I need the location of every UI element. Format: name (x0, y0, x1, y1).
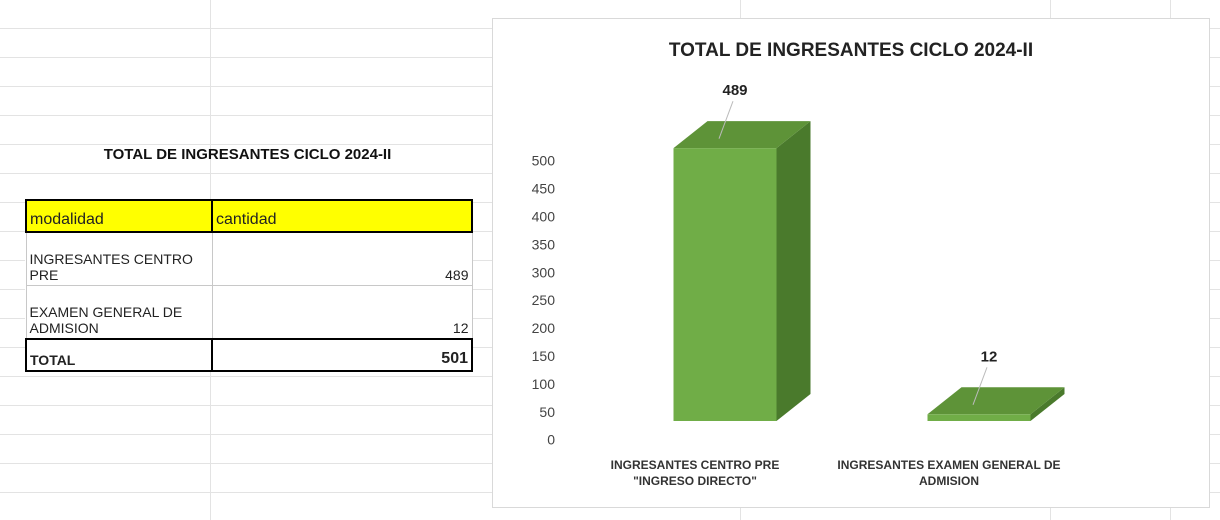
total-row: TOTAL 501 (25, 338, 473, 372)
data-table: modalidad cantidad INGRESANTES CENTRO PR… (25, 199, 473, 372)
y-tick-label: 0 (547, 432, 555, 448)
row: INGRESANTES CENTRO PRE 489 (25, 231, 473, 286)
bar (927, 414, 1031, 421)
y-tick-label: 100 (532, 376, 556, 392)
y-tick-label: 200 (532, 320, 556, 336)
cell: 12 (211, 285, 473, 340)
bar-top (927, 387, 1065, 415)
x-tick-label: INGRESANTES EXAMEN GENERAL DE ADMISION (837, 458, 1061, 488)
data-label: 12 (981, 348, 998, 365)
y-tick-label: 350 (532, 236, 556, 252)
table-title: TOTAL DE INGRESANTES CICLO 2024-II (103, 146, 392, 163)
data-label: 489 (722, 82, 747, 99)
y-tick-label: 50 (539, 404, 555, 420)
header-cell: cantidad (211, 199, 473, 233)
y-tick-label: 250 (532, 292, 556, 308)
y-tick-label: 150 (532, 348, 556, 364)
bar-side (1030, 387, 1065, 421)
y-tick-label: 450 (532, 181, 556, 197)
header-cell: modalidad (25, 199, 213, 233)
chart-title: TOTAL DE INGRESANTES CICLO 2024-II (669, 40, 1033, 61)
x-tick-label: INGRESANTES CENTRO PRE "INGRESO DIRECTO" (610, 458, 780, 488)
bar-side (776, 121, 811, 421)
cell: 501 (211, 338, 473, 372)
y-tick-label: 400 (532, 209, 556, 225)
cell: INGRESANTES CENTRO PRE (25, 231, 213, 286)
header-row: modalidad cantidad (25, 199, 473, 233)
y-tick-label: 500 (532, 153, 556, 169)
bar-top (673, 121, 811, 149)
cell: TOTAL (25, 338, 213, 372)
leader-line (972, 367, 988, 405)
leader-line (718, 100, 734, 139)
bar (673, 148, 777, 421)
y-tick-label: 300 (532, 264, 556, 280)
cell: 489 (211, 231, 473, 286)
cell: EXAMEN GENERAL DE ADMISION (25, 285, 213, 340)
chart-area: TOTAL DE INGRESANTES CICLO 2024-II 0 50 10… (492, 18, 1210, 508)
chart: TOTAL DE INGRESANTES CICLO 2024-II 0 50 10… (532, 40, 1065, 448)
row: EXAMEN GENERAL DE ADMISION 12 (25, 285, 473, 340)
